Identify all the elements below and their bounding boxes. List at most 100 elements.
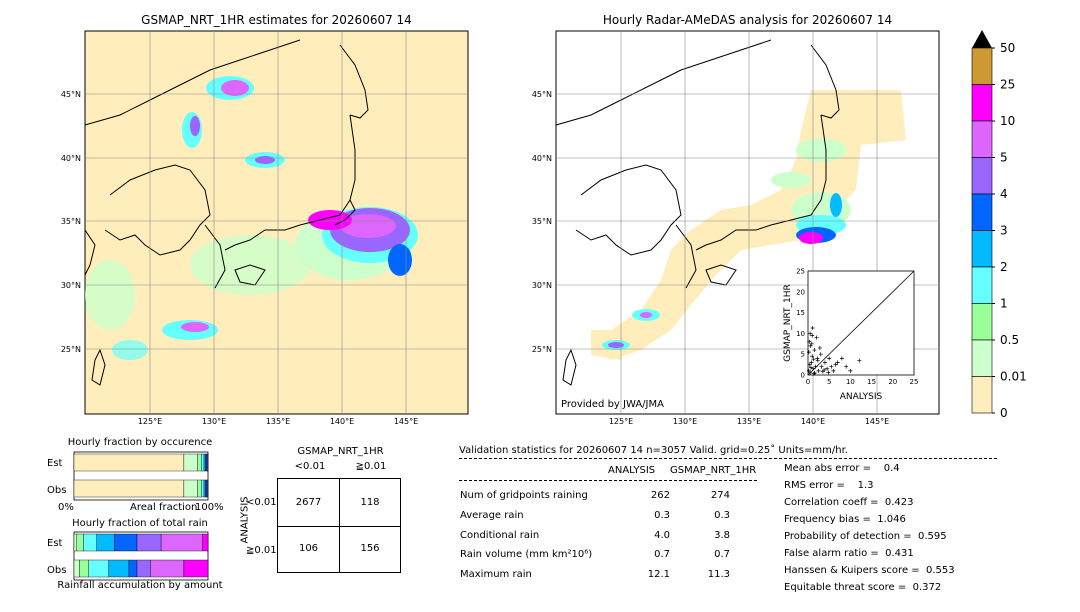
right-coastlines: [555, 39, 840, 386]
scatter-point: [810, 325, 815, 330]
colorbar-label: 5: [1000, 151, 1008, 165]
scatter-point: [815, 358, 820, 363]
colorbar-label: 1: [1000, 297, 1008, 311]
stat-label: Maximum rain: [460, 569, 532, 580]
lon-label: 125°E: [609, 417, 633, 426]
colorbar-block: [971, 266, 993, 304]
lat-label: 40°N: [532, 154, 552, 163]
scatter-point: [811, 357, 816, 362]
scatter-ytick: 15: [796, 309, 805, 317]
colorbar-label: 0.5: [1000, 333, 1019, 347]
scatter-point: [819, 364, 824, 369]
fraction-segment: [73, 533, 77, 552]
colorbar-block: [971, 120, 993, 158]
scatter-point: [812, 370, 817, 375]
fraction-segment: [197, 453, 202, 472]
lat-label: 35°N: [61, 217, 81, 226]
contingency-col-0: <0.01: [294, 461, 326, 472]
fraction-segment: [83, 533, 97, 552]
scatter-point: [806, 350, 811, 355]
scatter-point: [809, 341, 814, 346]
fraction-segment: [205, 453, 207, 472]
cell-false-alarm: 118: [360, 497, 380, 508]
fraction-segment: [203, 453, 206, 472]
fraction-segment: [79, 559, 89, 578]
lon-label: 135°E: [737, 417, 761, 426]
lat-label: 25°N: [532, 345, 552, 354]
stat-gsmap: 0.7: [714, 549, 730, 560]
stat-row: Rain volume (mm km²10⁶) 0.7 0.7: [460, 549, 760, 563]
colorbar-block: [971, 47, 993, 85]
scatter-xtick: 20: [888, 378, 897, 386]
fraction-segment: [113, 533, 138, 552]
tot-row-est: Est: [47, 538, 63, 549]
colorbar-extend-arrow: [972, 30, 992, 48]
colorbar-block: [971, 339, 993, 377]
fraction-segment: [183, 453, 198, 472]
fraction-segment: [73, 453, 185, 472]
colorbar-block: [971, 303, 993, 341]
scatter-point: [839, 356, 844, 361]
stat-gsmap: 3.8: [714, 530, 730, 541]
scatter-point: [818, 352, 823, 357]
right-lat-labels: 45°N 40°N 35°N 30°N 25°N: [532, 90, 552, 354]
fraction-segment: [201, 453, 205, 472]
stat-label: Rain volume (mm km²10⁶): [460, 549, 593, 560]
stat-analysis: 4.0: [654, 530, 670, 541]
validation-subdivider: [459, 480, 757, 481]
stat-label: Conditional rain: [460, 530, 540, 541]
lon-label: 130°E: [673, 417, 697, 426]
total-rain-chart: Est Obs: [47, 531, 209, 581]
scatter-point: [815, 356, 820, 361]
validation-header: Validation statistics for 20260607 14 n=…: [459, 445, 848, 456]
scatter-point: [809, 360, 814, 365]
scatter-ylabel: GSMAP_NRT_1HR: [783, 284, 793, 362]
contingency-row-axis: ANALYSIS: [239, 496, 251, 544]
fraction-segment: [108, 559, 130, 578]
lat-label: 30°N: [532, 281, 552, 290]
fraction-segment: [197, 479, 202, 498]
scatter-point: [825, 366, 830, 371]
contingency-table: 2677 118 106 156: [277, 478, 401, 573]
fraction-segment: [88, 559, 110, 578]
stat-row: Conditional rain 4.0 3.8: [460, 530, 760, 544]
stat-label: Num of gridpoints raining: [460, 490, 588, 501]
scatter-xtick: 25: [910, 378, 919, 386]
fraction-segment: [136, 559, 151, 578]
stat-label: Average rain: [460, 510, 524, 521]
stat-analysis: 12.1: [647, 569, 670, 580]
fraction-segment: [160, 533, 203, 552]
scatter-point: [808, 370, 813, 375]
scatter-point: [817, 345, 822, 350]
scatter-xtick: 10: [846, 378, 855, 386]
fraction-segment: [203, 479, 206, 498]
right-map-title: Hourly Radar-AMeDAS analysis for 2026060…: [602, 13, 893, 27]
colorbar-label: 3: [1000, 224, 1008, 238]
colorbar-label: 0: [1000, 406, 1008, 420]
scatter-point: [808, 343, 813, 348]
scatter-ytick: 25: [796, 268, 805, 276]
score-bias: Frequency bias = 1.046: [784, 514, 906, 525]
total-rain-title: Hourly fraction of total rain: [72, 518, 208, 529]
occ-xmax: 100%: [195, 502, 224, 513]
scatter-point: [844, 364, 849, 369]
left-coastlines: [84, 39, 369, 386]
fraction-segment: [150, 559, 185, 578]
scatter-point: [816, 368, 821, 373]
scatter-point: [810, 354, 815, 359]
right-lon-labels: 125°E 130°E 135°E 140°E 145°E: [609, 417, 889, 426]
credit-text: Provided by JWA/JMA: [561, 399, 664, 410]
colorbar-label: 0.01: [1000, 370, 1027, 384]
scatter-point: [808, 331, 813, 336]
lon-label: 125°E: [138, 417, 162, 426]
lat-label: 45°N: [61, 90, 81, 99]
fraction-segment: [128, 559, 138, 578]
scatter-point: [811, 371, 816, 376]
score-hk: Hanssen & Kuipers score = 0.553: [784, 565, 955, 576]
scatter-point: [811, 366, 816, 371]
right-coverage: [591, 90, 906, 360]
lat-label: 40°N: [61, 154, 81, 163]
scatter-point: [833, 362, 838, 367]
occ-row-est: Est: [47, 458, 63, 469]
scatter-xtick: 0: [806, 378, 810, 386]
